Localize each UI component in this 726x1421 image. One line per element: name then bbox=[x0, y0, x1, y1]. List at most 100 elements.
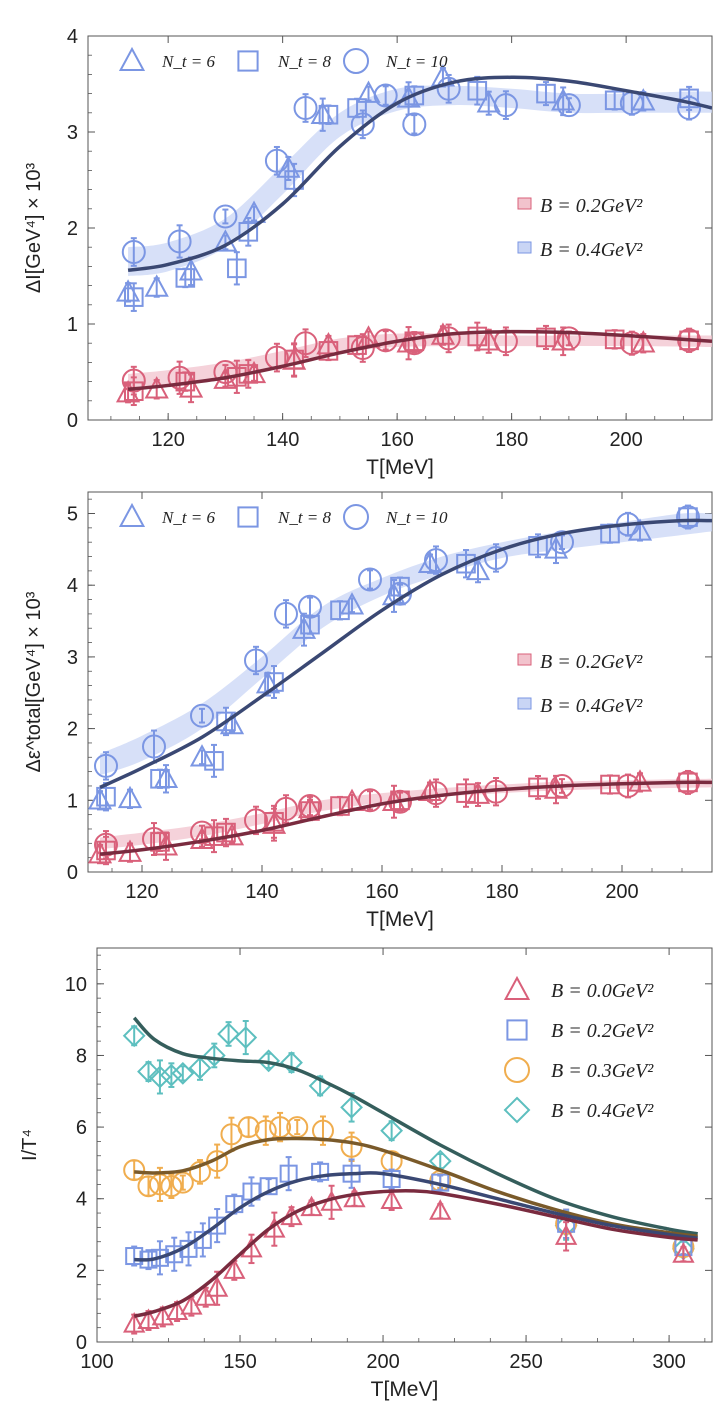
legend-swatch-blue bbox=[517, 697, 532, 710]
y-axis-label: Δε^total[GeV⁴] × 10³ bbox=[23, 591, 45, 772]
blue-square-marker bbox=[125, 1247, 144, 1266]
legend-nt-label: N_t = 6 bbox=[161, 52, 216, 71]
blue-circle-marker bbox=[293, 96, 318, 120]
legend-nt-label: N_t = 10 bbox=[385, 508, 448, 527]
blue-circle-marker bbox=[402, 112, 427, 137]
blue-square-marker bbox=[604, 90, 625, 111]
red-circle-marker bbox=[167, 365, 192, 390]
red-circle-marker bbox=[190, 820, 214, 845]
plot-frame bbox=[87, 491, 713, 873]
legend-circle-marker bbox=[504, 1057, 530, 1083]
red-triangle-marker bbox=[223, 1258, 246, 1279]
blue-circle-marker bbox=[298, 594, 322, 619]
legend-b-label: B = 0.2GeV² bbox=[540, 651, 643, 673]
red-fit-line bbox=[127, 329, 712, 392]
blue-circle-marker bbox=[213, 204, 238, 229]
red-square-marker bbox=[318, 341, 339, 361]
teal-diamond-marker bbox=[137, 1060, 160, 1083]
plot-area bbox=[122, 1016, 698, 1335]
teal-diamond-marker bbox=[257, 1049, 281, 1073]
teal-diamond-marker bbox=[148, 1065, 172, 1089]
blue-circle-marker bbox=[274, 601, 298, 626]
teal-diamond-marker bbox=[380, 1119, 404, 1143]
blue-triangle-marker bbox=[631, 88, 656, 111]
red-triangle-marker bbox=[672, 1242, 695, 1263]
x-tick-label: 160 bbox=[380, 429, 413, 451]
red-square-marker bbox=[284, 349, 304, 370]
red-circle-marker bbox=[556, 326, 581, 351]
blue-circle-marker bbox=[350, 112, 375, 137]
x-axis-label: T[MeV] bbox=[366, 908, 434, 931]
blue-fit-line bbox=[127, 75, 712, 272]
teal-diamond-marker bbox=[188, 1056, 212, 1080]
blue-circle-marker bbox=[676, 505, 700, 530]
red-triangle-marker bbox=[380, 1188, 403, 1210]
y-tick-label: 10 bbox=[65, 974, 87, 996]
red-triangle-marker bbox=[343, 1186, 366, 1208]
blue-uncertainty-band bbox=[128, 85, 712, 276]
red-triangle-marker bbox=[429, 1199, 452, 1220]
blue-circle-marker bbox=[94, 753, 118, 778]
y-tick-label: 4 bbox=[67, 575, 78, 597]
red-triangle-marker bbox=[554, 1224, 578, 1245]
legend-triangle-marker bbox=[503, 975, 531, 1000]
blue-square-marker bbox=[123, 287, 144, 307]
teal-diamond-marker bbox=[171, 1061, 195, 1085]
red-triangle-marker bbox=[189, 826, 215, 849]
blue-square-marker bbox=[238, 222, 259, 242]
teal-diamond-marker bbox=[280, 1051, 303, 1075]
x-tick-label: 160 bbox=[365, 881, 398, 903]
blue-square-marker bbox=[96, 786, 116, 807]
blue-square-marker bbox=[227, 258, 247, 279]
red-triangle-marker bbox=[631, 330, 656, 353]
red-circle-marker bbox=[350, 336, 375, 360]
red-square-marker bbox=[604, 329, 625, 350]
blue-square-marker bbox=[404, 85, 425, 106]
teal-diamond-marker bbox=[159, 1063, 183, 1087]
blue-square-marker bbox=[456, 553, 476, 574]
y-tick-label: 8 bbox=[76, 1045, 87, 1067]
red-square-marker bbox=[347, 335, 367, 355]
x-tick-label: 120 bbox=[151, 429, 184, 451]
x-tick-label: 180 bbox=[495, 429, 528, 451]
red-triangle-marker bbox=[151, 1304, 174, 1326]
red-circle-marker bbox=[402, 331, 427, 356]
legend-nt-label: N_t = 8 bbox=[277, 52, 332, 71]
blue-square-marker bbox=[382, 1170, 401, 1189]
legend-b-label: B = 0.2GeV² bbox=[540, 195, 643, 217]
x-tick-label: 150 bbox=[223, 1351, 256, 1373]
red-circle-marker bbox=[274, 796, 298, 821]
teal-diamond-marker bbox=[202, 1044, 226, 1067]
blue-circle-marker bbox=[484, 545, 508, 570]
orange-circle-marker bbox=[340, 1135, 363, 1158]
blue-triangle-marker bbox=[189, 744, 215, 767]
orange-circle-marker bbox=[137, 1175, 160, 1198]
y-axis-label: I/T⁴ bbox=[19, 1129, 41, 1161]
red-triangle-marker bbox=[476, 328, 501, 351]
blue-square-marker bbox=[150, 768, 170, 789]
x-axis-label: T[MeV] bbox=[366, 456, 434, 479]
blue-circle-marker bbox=[358, 567, 382, 592]
blue-circle-marker bbox=[493, 93, 518, 118]
legend-triangle-marker bbox=[118, 46, 146, 71]
blue-fit-line bbox=[134, 1171, 698, 1262]
legend-square-marker bbox=[506, 1019, 528, 1041]
plot-area bbox=[115, 64, 712, 407]
teal-diamond-marker bbox=[217, 1022, 240, 1046]
y-tick-label: 2 bbox=[67, 719, 78, 741]
blue-circle-marker bbox=[167, 229, 192, 254]
x-tick-label: 140 bbox=[245, 881, 278, 903]
x-tick-label: 140 bbox=[266, 429, 299, 451]
y-tick-label: 2 bbox=[76, 1260, 87, 1282]
blue-square-marker bbox=[284, 170, 304, 190]
red-fit-line bbox=[133, 1189, 698, 1318]
plot-frame bbox=[96, 947, 713, 1343]
legend-b-label: B = 0.2GeV² bbox=[551, 1020, 654, 1042]
red-square-marker bbox=[467, 326, 488, 347]
blue-triangle-marker bbox=[465, 557, 491, 581]
y-tick-label: 4 bbox=[67, 26, 78, 48]
red-circle-marker bbox=[298, 794, 322, 819]
legend-nt-label: N_t = 6 bbox=[161, 508, 216, 527]
red-square-marker bbox=[264, 812, 284, 832]
